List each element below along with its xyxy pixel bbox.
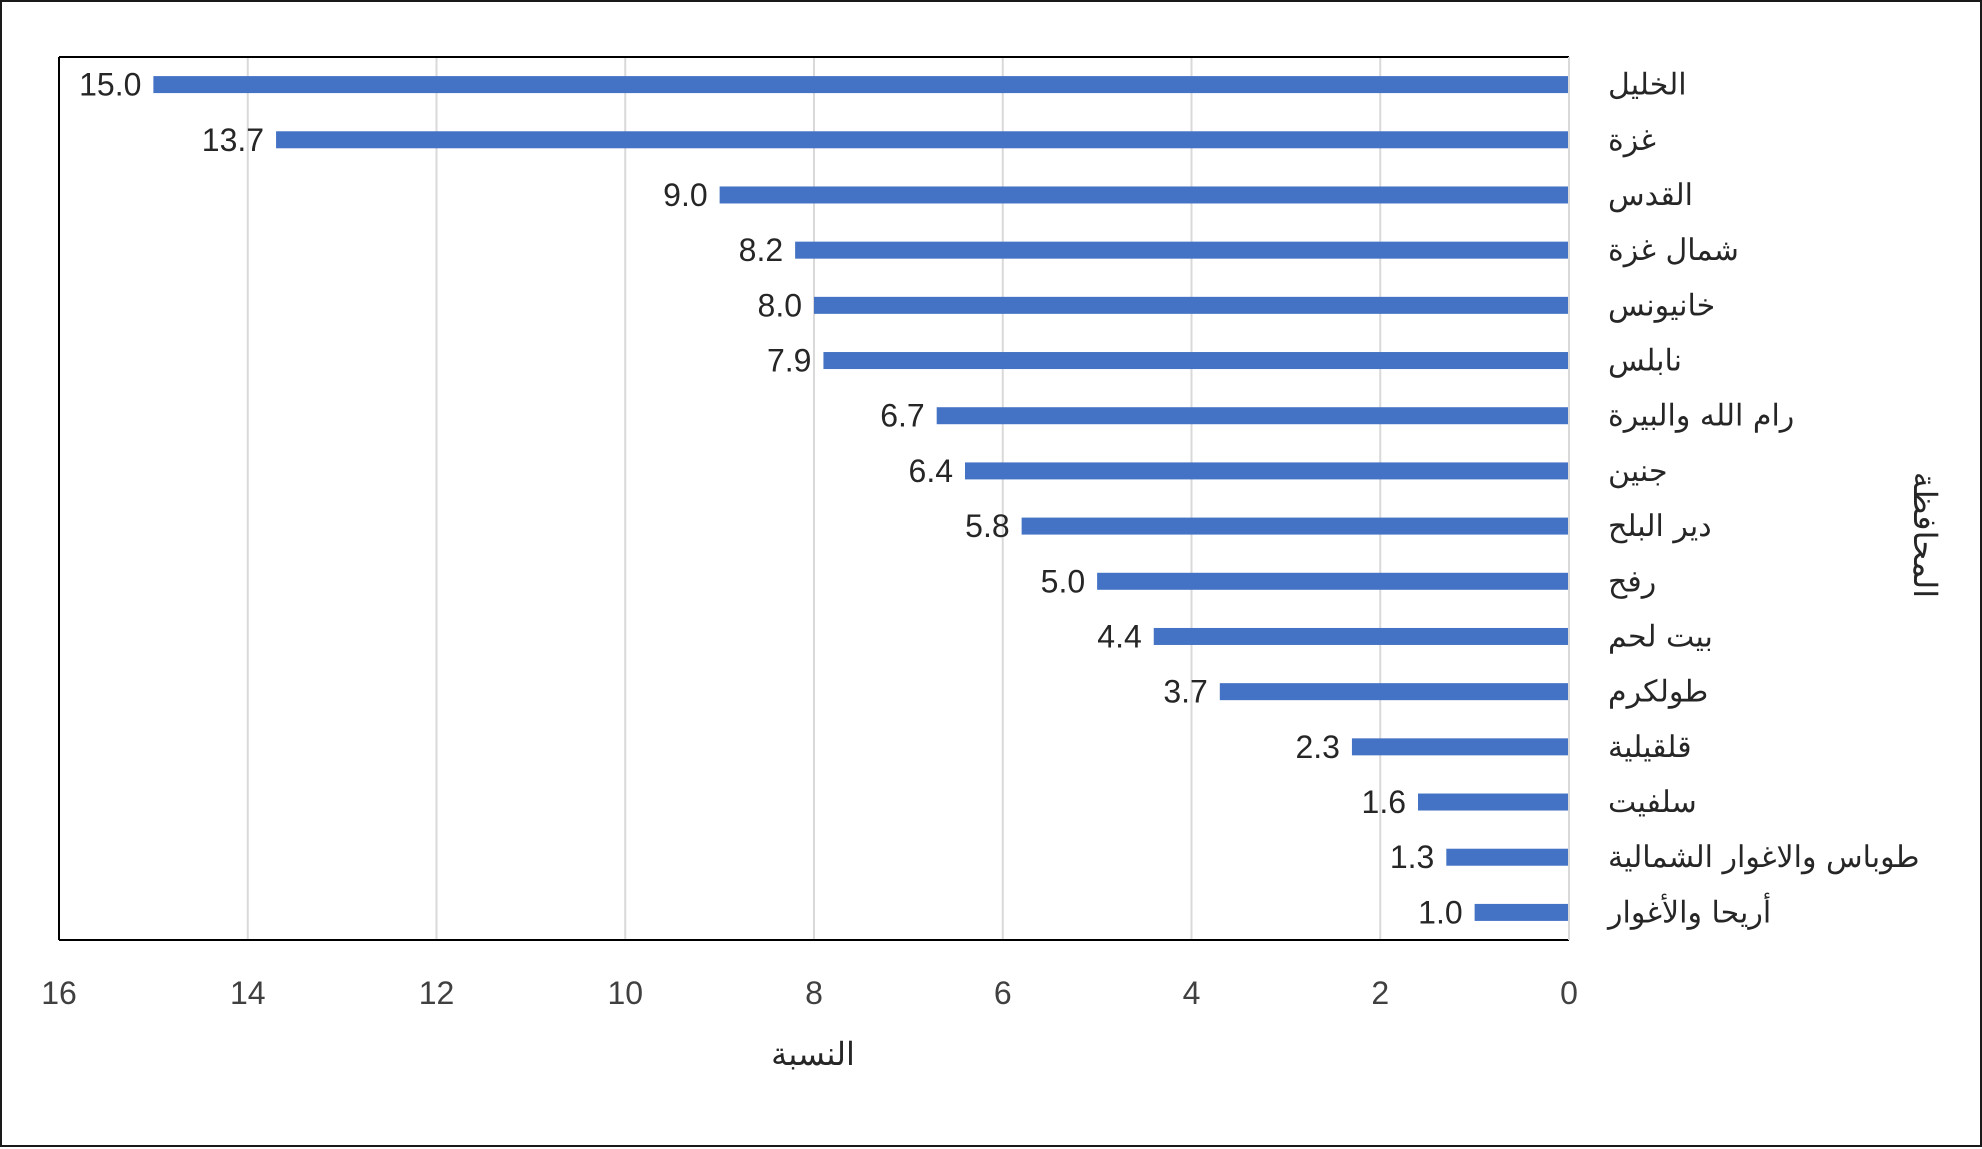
category-label: قلقيلية: [1608, 730, 1692, 765]
x-tick-label: 10: [607, 975, 643, 1011]
labels: 0 2 4 6 8 10 12 14 16 15.0 الخليل 13.7 غزة 9.0 القدس 8.…: [41, 67, 1919, 1011]
axes: [58, 56, 1570, 941]
category-label: أريحا والأغوار: [1606, 892, 1771, 930]
bar: [823, 352, 1569, 370]
data-label: 2.3: [1295, 729, 1339, 765]
data-label: 3.7: [1163, 674, 1207, 710]
bar: [1418, 793, 1569, 811]
bar: [719, 186, 1569, 204]
y-axis-title: المحافظة: [1906, 472, 1944, 598]
data-label: 7.9: [767, 343, 811, 379]
bar: [1021, 517, 1569, 535]
bar: [153, 76, 1569, 94]
category-label: شمال غزة: [1608, 233, 1739, 268]
category-label: بيت لحم: [1608, 619, 1713, 654]
data-label: 5.8: [965, 508, 1009, 544]
data-label: 5.0: [1041, 563, 1085, 599]
x-tick-label: 6: [994, 975, 1012, 1011]
x-tick-label: 4: [1183, 975, 1201, 1011]
data-label: 8.2: [739, 232, 783, 268]
category-label: رفح: [1608, 564, 1656, 599]
bars: [153, 76, 1569, 921]
bar: [1153, 627, 1569, 645]
x-tick-label: 12: [419, 975, 455, 1011]
data-label: 8.0: [758, 287, 802, 323]
data-label: 4.4: [1097, 618, 1141, 654]
category-label: القدس: [1608, 178, 1693, 213]
bar: [276, 131, 1569, 149]
bar: [1351, 738, 1569, 756]
bar: [1474, 903, 1569, 921]
data-label: 1.6: [1362, 784, 1406, 820]
data-label: 1.3: [1390, 839, 1434, 875]
bar: [795, 241, 1569, 259]
data-label: 15.0: [79, 67, 141, 103]
data-label: 6.7: [880, 398, 924, 434]
category-label: طوباس والاغوار الشمالية: [1608, 840, 1920, 875]
bar: [1097, 572, 1569, 590]
category-label: نابلس: [1608, 344, 1682, 379]
x-tick-label: 0: [1560, 975, 1578, 1011]
x-tick-label: 14: [230, 975, 266, 1011]
gridlines: [246, 57, 1382, 940]
category-label: خانيونس: [1608, 288, 1715, 323]
data-label: 6.4: [909, 453, 953, 489]
category-label: رام الله والبيرة: [1608, 399, 1794, 434]
data-label: 13.7: [202, 122, 264, 158]
category-label: سلفيت: [1608, 785, 1697, 820]
bar: [1446, 848, 1569, 866]
x-tick-label: 2: [1371, 975, 1389, 1011]
category-label: طولكرم: [1608, 675, 1708, 710]
category-label: الخليل: [1608, 68, 1687, 103]
data-label: 9.0: [663, 177, 707, 213]
x-tick-label: 16: [41, 975, 77, 1011]
category-label: غزة: [1608, 123, 1656, 158]
data-label: 1.0: [1418, 894, 1462, 930]
bar: [965, 462, 1569, 480]
category-label: جنين: [1608, 454, 1668, 489]
category-label: دير البلح: [1608, 509, 1712, 544]
bar: [936, 407, 1569, 425]
bar: [1219, 683, 1569, 701]
x-axis-title: النسبة: [771, 1035, 855, 1073]
x-tick-label: 8: [805, 975, 823, 1011]
bar: [814, 296, 1569, 314]
